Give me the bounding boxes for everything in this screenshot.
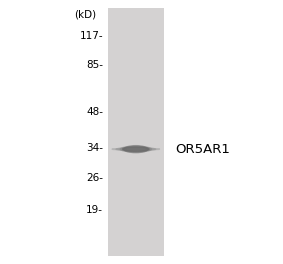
- Text: (kD): (kD): [74, 10, 96, 20]
- Text: 48-: 48-: [86, 107, 103, 117]
- Text: 26-: 26-: [86, 173, 103, 183]
- Ellipse shape: [124, 146, 148, 153]
- Bar: [108, 8, 164, 256]
- Text: 34-: 34-: [86, 143, 103, 153]
- Ellipse shape: [127, 147, 144, 152]
- Text: 117-: 117-: [80, 31, 103, 41]
- Text: OR5AR1: OR5AR1: [175, 143, 230, 156]
- Text: 19-: 19-: [86, 205, 103, 215]
- Ellipse shape: [120, 147, 151, 152]
- Ellipse shape: [112, 148, 160, 150]
- Text: 85-: 85-: [86, 60, 103, 70]
- Ellipse shape: [116, 148, 156, 151]
- Ellipse shape: [123, 147, 149, 152]
